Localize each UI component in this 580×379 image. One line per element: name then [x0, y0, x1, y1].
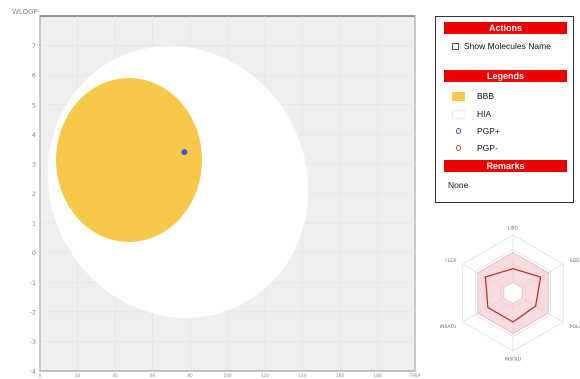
legend-item-bbb: BBB: [452, 91, 494, 101]
pgp-plus-dot-icon: [456, 128, 461, 134]
legend-item-hia: HIA: [452, 109, 491, 119]
radar-axis-label: SIZE: [570, 258, 580, 264]
y-tick-label: -4: [30, 368, 36, 376]
show-molecules-checkbox[interactable]: [452, 42, 459, 50]
radar-axis-label: POLAR: [570, 324, 580, 330]
x-tick-label: 140: [299, 373, 307, 378]
pgp-minus-dot-icon: [456, 145, 461, 151]
y-axis-label: WLOGP: [12, 8, 38, 16]
y-tick-label: 2: [32, 190, 36, 198]
x-tick-label: 160: [336, 373, 344, 378]
x-tick-label: 20: [75, 373, 81, 378]
x-tick-label: 60: [150, 373, 156, 378]
y-tick-labels: -4 -3 -2 -1 0 1 2 3 4 5 6 7: [30, 42, 36, 375]
show-molecules-row[interactable]: Show Molecules Name: [452, 41, 551, 51]
radar-axis-label: LIPO: [508, 225, 519, 231]
radar-axis-labels: LIPO SIZE POLAR INSOLU INSATU FLEX: [440, 225, 580, 362]
radar-axis-label: INSATU: [440, 324, 456, 330]
legend-item-pgp-plus: PGP+: [452, 126, 500, 136]
molecule-point[interactable]: [181, 149, 188, 156]
radar-axis-label: FLEX: [445, 258, 456, 264]
x-tick-label: 80: [187, 373, 193, 378]
legend-label: HIA: [477, 109, 492, 119]
hia-swatch-icon: [452, 109, 465, 119]
y-tick-label: -1: [30, 279, 36, 287]
x-tick-labels: 0 20 40 60 80 100 120 140 160 180 TPSA: [39, 373, 420, 378]
y-tick-label: 0: [32, 249, 36, 257]
remarks-text: None: [448, 180, 469, 190]
y-tick-label: 5: [32, 101, 36, 109]
actions-header: Actions: [444, 22, 567, 34]
y-tick-label: -2: [30, 308, 36, 316]
x-tick-label: 120: [261, 373, 269, 378]
y-tick-label: -3: [30, 338, 36, 346]
x-tick-label: TPSA: [409, 373, 420, 378]
bbb-region-yolk: [56, 78, 202, 242]
radar-molecule-polygon: [484, 268, 542, 323]
y-tick-label: 7: [32, 42, 36, 50]
radar-inner-range: [503, 282, 523, 304]
x-tick-label: 180: [374, 373, 382, 378]
y-tick-label: 1: [32, 220, 36, 228]
y-tick-label: 3: [32, 160, 36, 168]
legend-label: BBB: [477, 91, 495, 101]
y-tick-label: 4: [32, 131, 36, 139]
show-molecules-label: Show Molecules Name: [464, 41, 551, 51]
x-tick-label: 100: [224, 373, 232, 378]
y-tick-label: 6: [32, 72, 36, 80]
bbb-swatch-icon: [452, 91, 465, 101]
radar-axis-label: INSOLU: [505, 357, 522, 363]
side-panel: Actions Show Molecules Name Legends BBB …: [435, 16, 574, 203]
x-tick-label: 0: [39, 373, 42, 378]
legend-label: PGP+: [477, 126, 500, 136]
x-tick-label: 40: [112, 373, 118, 378]
remarks-header: Remarks: [444, 160, 567, 172]
legend-item-pgp-minus: PGP-: [452, 143, 498, 153]
legends-header: Legends: [444, 70, 567, 82]
legend-label: PGP-: [477, 143, 498, 153]
bioavailability-radar: LIPO SIZE POLAR INSOLU INSATU FLEX: [440, 225, 580, 362]
boiled-egg-plot: WLOGP -4 -3 -2 -1 0 1 2 3 4 5 6 7 0 20 40 60 80 100 120 14…: [12, 8, 420, 378]
